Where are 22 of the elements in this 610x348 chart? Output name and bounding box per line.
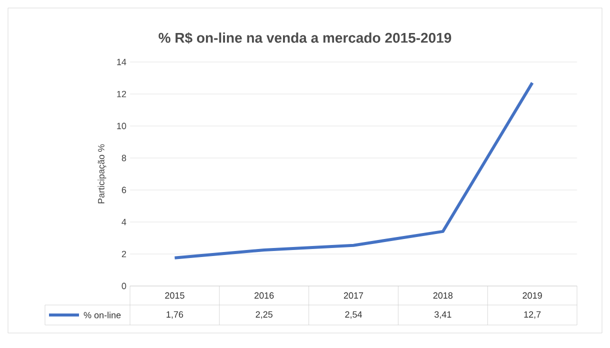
y-tick-label: 14: [117, 58, 126, 66]
x-tick-label: 2015: [165, 292, 184, 299]
y-axis-title: Participação %: [98, 144, 106, 204]
x-tick-label: 2018: [433, 292, 453, 299]
y-tick-label: 2: [122, 250, 126, 258]
x-tick-label: 2017: [344, 292, 364, 299]
y-tick-label: 10: [117, 122, 126, 130]
line-series: [173, 81, 534, 260]
y-tick-label: 4: [122, 218, 126, 226]
x-tick-label: 2019: [522, 292, 542, 299]
legend-label: % on-line: [84, 312, 121, 318]
data-label: 12,7: [524, 311, 541, 319]
chart-title: % R$ on-line na venda a mercado 2015-2019: [158, 32, 452, 44]
y-tick-label: 12: [117, 90, 126, 98]
y-tick-label: 8: [122, 154, 126, 162]
data-label: 1,76: [166, 311, 184, 319]
y-tick-label: 6: [122, 186, 126, 194]
data-label: 2,54: [345, 311, 362, 319]
x-tick-label: 2016: [254, 292, 274, 299]
y-tick-label: 0: [122, 282, 126, 290]
data-label: 3,41: [434, 311, 452, 319]
data-label: 2,25: [256, 311, 272, 319]
